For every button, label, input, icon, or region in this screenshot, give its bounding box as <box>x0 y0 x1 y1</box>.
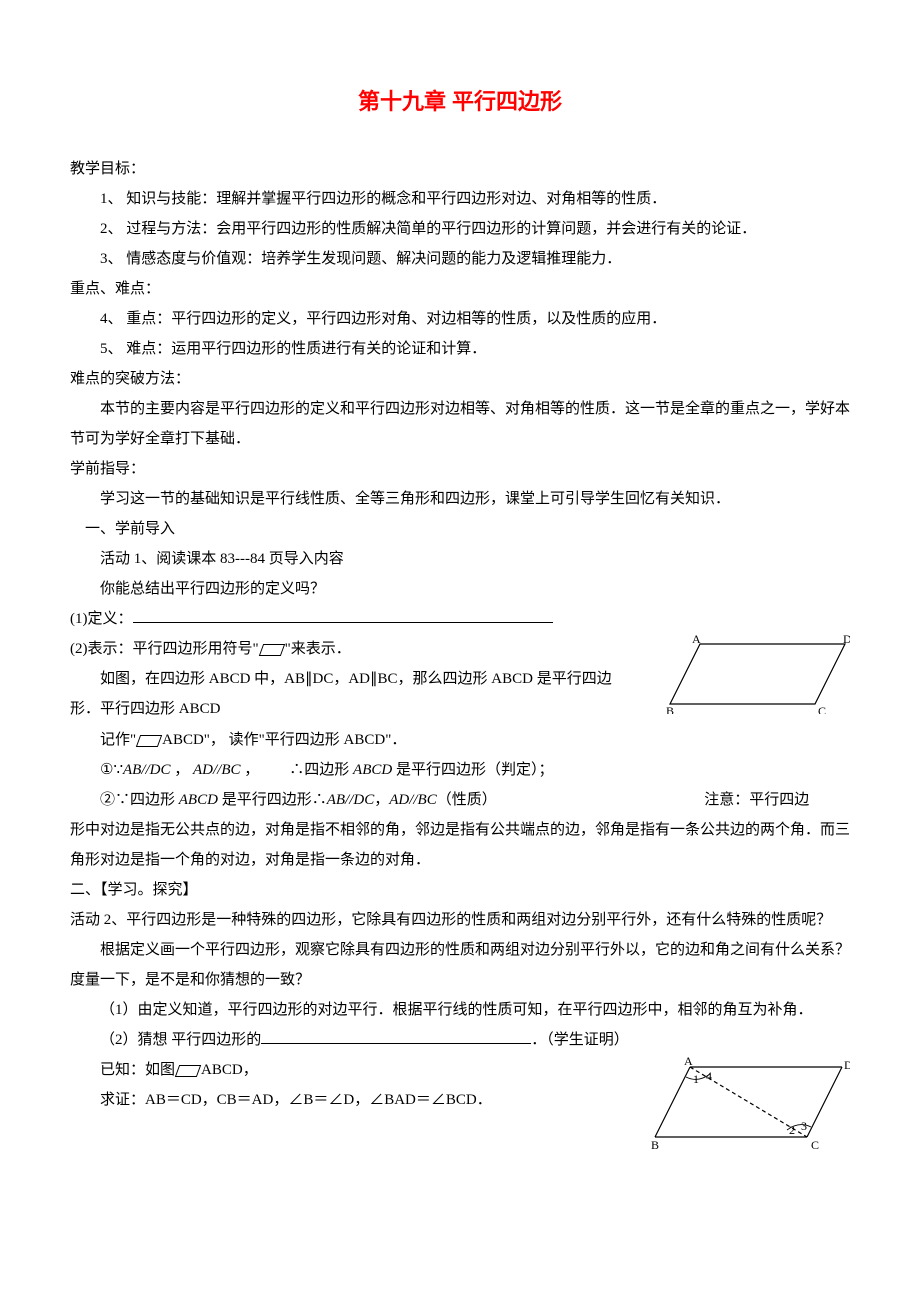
item1-abcd: ABCD <box>353 762 392 778</box>
objective-2: 2、 过程与方法：会用平行四边形的性质解决简单的平行四边形的计算问题，并会进行有… <box>70 214 850 244</box>
prop2-a: （2）猜想 平行四边形的 <box>100 1032 261 1048</box>
svg-text:3: 3 <box>801 1119 807 1133</box>
objective-3: 3、 情感态度与价值观：培养学生发现问题、解决问题的能力及逻辑推理能力． <box>70 244 850 274</box>
prop2-blank <box>261 1028 531 1044</box>
property-2: （2）猜想 平行四边形的 ．（学生证明） <box>70 1025 850 1055</box>
keypoint-5: 5、 难点：运用平行四边形的性质进行有关的论证和计算． <box>70 334 850 364</box>
svg-text:D: D <box>843 634 850 646</box>
definition-label: (1)定义： <box>70 611 133 627</box>
item1-e: 是平行四边形（判定）； <box>392 762 553 778</box>
known-after: ABCD， <box>201 1062 258 1078</box>
item2-c: AB//DC <box>327 792 375 808</box>
section-2-heading: 二、【学习。探究】 <box>70 875 850 905</box>
repr-body-2b: ABCD"， 读作"平行四边形 ABCD"． <box>162 732 406 748</box>
definition-blank <box>133 607 553 623</box>
svg-text:C: C <box>818 704 826 714</box>
svg-text:A: A <box>684 1055 693 1068</box>
item2-f: （性质） <box>437 792 497 808</box>
svg-text:2: 2 <box>789 1123 795 1137</box>
item2-a: ②∵四边形 <box>100 792 179 808</box>
definition-line: (1)定义： <box>70 604 850 634</box>
parallelogram-symbol-icon <box>136 735 162 747</box>
item1-b: ， <box>171 762 194 778</box>
item1-a: ①∵ <box>100 762 123 778</box>
item1-d: ∴四边形 <box>289 762 353 778</box>
repr-label-after: "来表示． <box>285 641 351 657</box>
activity-2b: 根据定义画一个平行四边形，观察它除具有四边形的性质和两组对边分别平行外以，它的边… <box>70 935 850 995</box>
note-label: 注意：平行四边 <box>704 792 809 808</box>
figure-2-svg: ADBC1423 <box>650 1055 850 1150</box>
objectives-heading: 教学目标： <box>70 154 850 184</box>
item-1-line: ①∵AB//DC ， AD//BC ， ∴四边形 ABCD 是平行四边形（判定）… <box>70 755 850 785</box>
preguide-body: 学习这一节的基础知识是平行线性质、全等三角形和四边形，课堂上可引导学生回忆有关知… <box>70 484 850 514</box>
objective-1: 1、 知识与技能：理解并掌握平行四边形的概念和平行四边形对边、对角相等的性质． <box>70 184 850 214</box>
repr-body-2: 记作" ABCD"， 读作"平行四边形 ABCD"． <box>70 725 850 755</box>
svg-text:A: A <box>692 634 701 646</box>
note-body: 形中对边是指无公共点的边，对角是指不相邻的角，邻边是指有公共端点的边，邻角是指有… <box>70 815 850 875</box>
svg-text:B: B <box>666 704 674 714</box>
repr-body-2a: 记作" <box>100 732 136 748</box>
repr-label-before: (2)表示：平行四边形用符号" <box>70 641 259 657</box>
item2-abcd: ABCD <box>179 792 218 808</box>
prop2-b: ．（学生证明） <box>531 1032 629 1048</box>
item2-d: ， <box>374 792 389 808</box>
keypoint-4: 4、 重点：平行四边形的定义，平行四边形对角、对边相等的性质，以及性质的应用． <box>70 304 850 334</box>
known-label: 已知：如图 <box>100 1062 175 1078</box>
keypoints-heading: 重点、难点： <box>70 274 850 304</box>
item1-c: ， <box>241 762 260 778</box>
figure-1-parallelogram: A D B C <box>665 634 850 725</box>
item-2-line: ②∵四边形 ABCD 是平行四边形∴AB//DC，AD//BC（性质） 注意：平… <box>70 785 850 815</box>
item1-ad: AD//BC <box>193 762 241 778</box>
item1-ab: AB//DC <box>123 762 171 778</box>
breakthrough-body: 本节的主要内容是平行四边形的定义和平行四边形对边相等、对角相等的性质．这一节是全… <box>70 394 850 454</box>
activity-2a: 活动 2、平行四边形是一种特殊的四边形，它除具有四边形的性质和两组对边分别平行外… <box>70 905 850 935</box>
figure-1-svg: A D B C <box>665 634 850 714</box>
property-1: （1）由定义知道，平行四边形的对边平行．根据平行线的性质可知，在平行四边形中，相… <box>70 995 850 1025</box>
svg-text:D: D <box>844 1058 850 1072</box>
chapter-title: 第十九章 平行四边形 <box>70 80 850 124</box>
parallelogram-symbol-icon <box>175 1065 201 1077</box>
item2-e: AD//BC <box>389 792 437 808</box>
breakthrough-heading: 难点的突破方法： <box>70 364 850 394</box>
parallelogram-symbol-icon <box>258 644 284 656</box>
question-1: 你能总结出平行四边形的定义吗？ <box>70 574 850 604</box>
item2-b: 是平行四边形∴ <box>218 792 327 808</box>
svg-text:B: B <box>651 1138 659 1150</box>
figure-2-parallelogram: ADBC1423 <box>650 1055 850 1161</box>
activity-1: 活动 1、阅读课本 83---84 页导入内容 <box>70 544 850 574</box>
preguide-heading: 学前指导： <box>70 454 850 484</box>
section-1-heading: 一、学前导入 <box>70 514 850 544</box>
svg-text:C: C <box>811 1138 819 1150</box>
